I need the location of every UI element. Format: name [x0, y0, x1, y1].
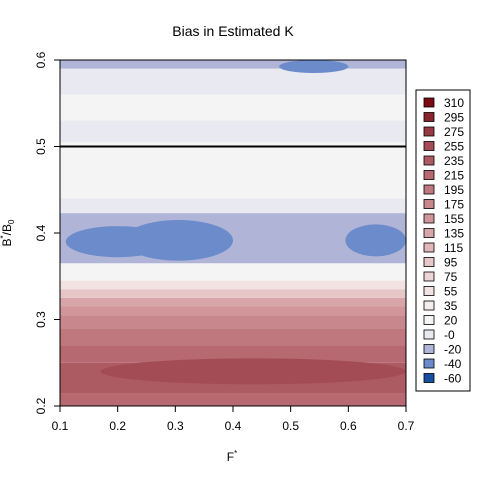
legend-label: 255: [444, 140, 464, 154]
heatmap-band: [60, 297, 406, 307]
legend-swatch: [423, 97, 435, 108]
legend-label: 235: [444, 154, 464, 168]
heatmap-band: [60, 289, 406, 298]
legend-box: [415, 89, 471, 392]
heatmap-band: [60, 315, 406, 329]
legend-swatch: [423, 199, 435, 209]
heatmap-band: [60, 198, 406, 214]
legend-swatch: [423, 329, 435, 340]
x-tick-label: 0.4: [225, 419, 242, 433]
legend-swatch: [423, 141, 435, 151]
legend-label: 95: [444, 256, 458, 270]
y-tick-label: 0.3: [34, 311, 48, 328]
x-tick-label: 0.3: [167, 419, 184, 433]
y-axis-label: B*/B0: [0, 219, 16, 246]
heatmap-band: [60, 142, 406, 199]
y-tick-label: 0.6: [34, 51, 48, 68]
legend-label: 295: [444, 111, 464, 125]
x-tick-label: 0.7: [398, 419, 415, 433]
legend-label: 115: [444, 241, 463, 255]
legend: 3102952752552352151951751551351159575553…: [415, 89, 471, 392]
heatmap-band: [60, 306, 406, 316]
legend-swatch: [423, 373, 435, 383]
legend-label: -20: [444, 343, 462, 357]
legend-swatch: [423, 315, 435, 325]
heatmap-region: [279, 60, 349, 73]
legend-swatch: [423, 213, 435, 224]
y-axis-label-text: B: [0, 238, 14, 246]
heatmap-band: [60, 280, 406, 290]
legend-label: -0: [444, 328, 455, 342]
heatmap-band: [60, 120, 406, 143]
legend-label: -60: [444, 372, 462, 386]
y-tick-label: 0.2: [34, 397, 48, 414]
x-tick-label: 0.1: [52, 419, 69, 433]
legend-swatch: [423, 271, 435, 282]
legend-label: 135: [444, 227, 464, 241]
legend-swatch: [423, 242, 435, 253]
legend-swatch: [423, 286, 435, 296]
x-tick-label: 0.5: [282, 419, 299, 433]
legend-label: -40: [444, 357, 462, 371]
y-axis-label-text: /B: [0, 224, 14, 235]
x-tick-label: 0.2: [109, 419, 126, 433]
x-axis-label-superscript: *: [234, 449, 237, 458]
legend-label: 310: [444, 96, 464, 110]
axes: 0.1 0.2 0.3 0.4 0.5 0.6 0.7 0.2 0.3 0.4 0.5 0.6: [34, 51, 414, 433]
legend-label: 215: [444, 169, 464, 183]
legend-swatch: [423, 300, 435, 311]
x-tick-label: 0.6: [340, 419, 357, 433]
legend-label: 75: [444, 270, 458, 284]
heatmap-band: [60, 94, 406, 121]
y-tick-label: 0.5: [34, 138, 48, 155]
legend-label: 20: [444, 314, 458, 328]
y-axis-label-superscript: *: [0, 235, 8, 238]
legend-label: 35: [444, 299, 458, 313]
legend-swatch: [423, 112, 435, 122]
heatmap-band: [60, 345, 406, 363]
chart-title: Bias in Estimated K: [172, 23, 294, 39]
heatmap-region: [123, 220, 233, 261]
heatmap-band: [60, 60, 406, 69]
heatmap-band: [60, 393, 406, 406]
heatmap-region: [345, 224, 406, 257]
y-tick-label: 0.4: [34, 224, 48, 241]
legend-swatch: [423, 184, 435, 195]
legend-swatch: [423, 126, 435, 137]
heatmap-band: [60, 68, 406, 95]
legend-swatch: [423, 155, 435, 166]
legend-swatch: [423, 228, 435, 238]
legend-swatch: [423, 257, 435, 267]
legend-swatch: [423, 358, 435, 369]
legend-label: 175: [444, 198, 464, 212]
legend-label: 155: [444, 212, 464, 226]
heatmap-band: [60, 263, 406, 281]
plot-area: [60, 60, 406, 406]
x-axis-label: F*: [227, 449, 237, 464]
legend-label: 275: [444, 125, 464, 139]
legend-label: 55: [444, 285, 458, 299]
legend-label: 195: [444, 183, 464, 197]
y-axis-label-subscript: 0: [7, 219, 16, 224]
legend-swatch: [423, 170, 435, 180]
heatmap-region: [100, 358, 406, 385]
legend-swatch: [423, 344, 435, 354]
x-axis-label-text: F: [227, 450, 234, 464]
heatmap-band: [60, 328, 406, 346]
